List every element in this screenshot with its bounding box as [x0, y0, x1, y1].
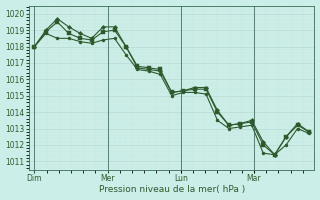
X-axis label: Pression niveau de la mer( hPa ): Pression niveau de la mer( hPa )	[99, 185, 245, 194]
